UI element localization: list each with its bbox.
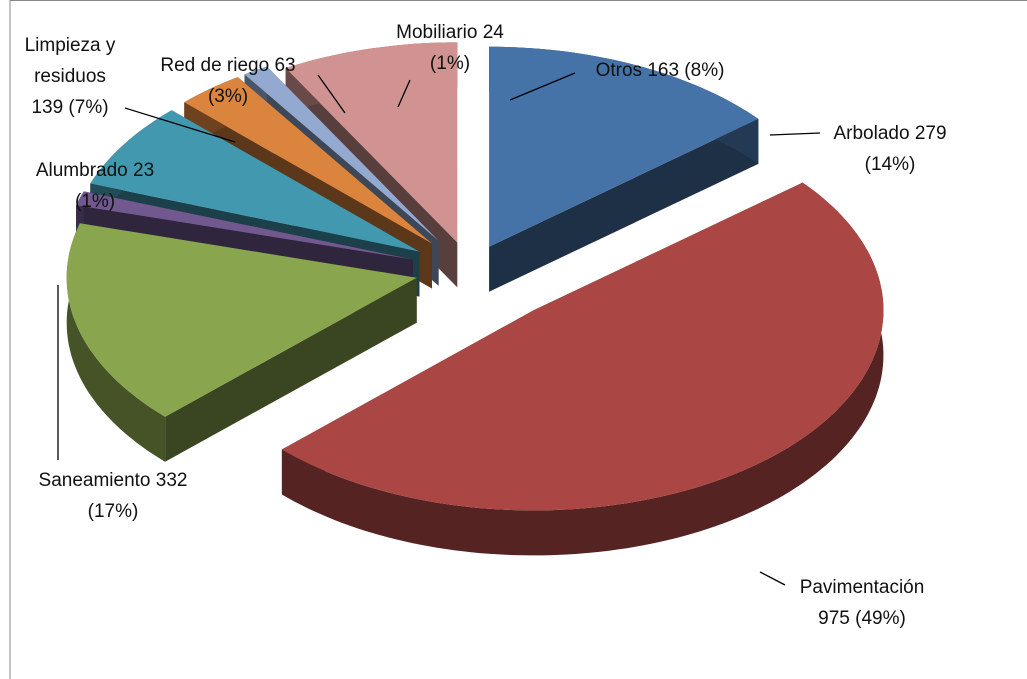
data-label: Saneamiento 332 (17%) xyxy=(39,465,188,527)
slice-side xyxy=(66,223,166,462)
label-part: Limpieza y residuos xyxy=(24,35,116,87)
label-part: (3%) xyxy=(207,86,249,107)
label-part: 332 xyxy=(155,470,188,491)
label-part: Red de riego xyxy=(160,55,270,76)
slice xyxy=(90,110,420,252)
label-part: Alumbrado xyxy=(35,160,128,181)
label-part: Mobiliario xyxy=(396,22,478,43)
label-part: Saneamiento xyxy=(38,470,151,491)
label-part: (14%) xyxy=(864,154,916,175)
label-part: (1%) xyxy=(74,191,116,212)
data-label: Red de riego 63 (3%) xyxy=(160,50,295,112)
leader-line xyxy=(509,72,576,101)
data-label: Otros 163 (8%) xyxy=(596,55,725,86)
label-part: Otros xyxy=(595,60,643,81)
label-part: 163 xyxy=(647,60,680,81)
slice-wall xyxy=(165,277,417,462)
leader-line xyxy=(317,74,346,114)
label-part: 63 xyxy=(274,55,296,76)
data-label: Arbolado 279 (14%) xyxy=(833,118,946,180)
slice xyxy=(489,46,759,247)
label-part: Pavimentación xyxy=(799,577,925,598)
label-part: (49%) xyxy=(855,608,906,629)
label-part: (1%) xyxy=(429,53,471,74)
data-label: Alumbrado 23 (1%) xyxy=(36,155,154,217)
label-part: 24 xyxy=(482,22,504,43)
slice xyxy=(244,66,439,241)
leader-line xyxy=(759,571,786,586)
leader-line xyxy=(124,107,236,143)
slice xyxy=(66,223,417,417)
slice-wall xyxy=(489,118,759,292)
label-part: 139 xyxy=(31,97,64,118)
slice xyxy=(184,77,432,244)
label-part: (7%) xyxy=(68,97,109,118)
slice xyxy=(76,191,413,260)
label-part: Arbolado xyxy=(833,123,910,144)
label-part: (17%) xyxy=(87,501,139,522)
leader-line xyxy=(769,132,821,136)
data-label: Limpieza y residuos 139 (7%) xyxy=(15,30,125,123)
data-label: Mobiliario 24 (1%) xyxy=(396,17,504,79)
label-part: 23 xyxy=(133,160,155,181)
data-label: Pavimentación 975 (49%) xyxy=(800,572,925,634)
label-part: 279 xyxy=(914,123,947,144)
slice xyxy=(281,182,884,511)
label-part: (8%) xyxy=(684,60,725,81)
label-part: 975 xyxy=(818,608,850,629)
leader-line xyxy=(397,79,411,108)
slice xyxy=(285,42,458,243)
